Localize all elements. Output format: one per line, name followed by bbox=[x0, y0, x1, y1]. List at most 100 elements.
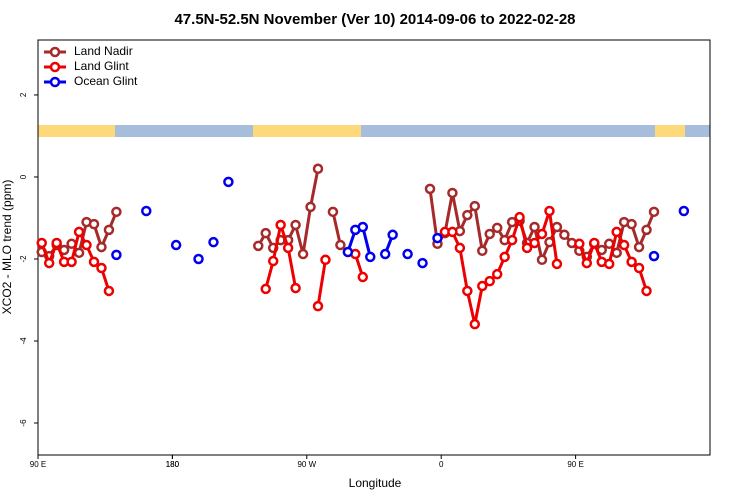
data-point bbox=[477, 245, 488, 257]
y-axis-label: XCO2 - MLO trend (ppm) bbox=[0, 180, 14, 315]
data-point bbox=[424, 183, 436, 195]
data-point bbox=[88, 256, 100, 268]
x-tick-label: 90 W bbox=[297, 460, 316, 469]
data-point bbox=[96, 241, 107, 253]
data-point bbox=[447, 226, 458, 238]
data-point bbox=[529, 221, 540, 233]
ocean-band bbox=[38, 125, 710, 137]
data-point bbox=[320, 254, 331, 266]
data-point bbox=[454, 242, 466, 254]
data-point bbox=[260, 283, 271, 295]
x-tick-label: 180 bbox=[166, 460, 180, 469]
data-point bbox=[648, 250, 660, 262]
data-point bbox=[365, 251, 376, 263]
data-point bbox=[312, 163, 324, 175]
y-tick-label: -4 bbox=[19, 337, 28, 345]
x-tick-label: 90 E bbox=[30, 460, 46, 469]
x-axis-label: Longitude bbox=[349, 476, 402, 490]
data-point bbox=[103, 285, 115, 297]
data-point bbox=[462, 285, 473, 297]
series bbox=[111, 176, 690, 269]
data-point bbox=[297, 248, 309, 260]
data-point bbox=[111, 249, 122, 261]
data-point bbox=[170, 239, 182, 251]
data-point bbox=[193, 253, 204, 265]
data-point bbox=[81, 239, 92, 251]
x-tick-label: 180 bbox=[166, 460, 180, 469]
data-point bbox=[521, 242, 533, 254]
data-point bbox=[641, 285, 652, 297]
data-point bbox=[574, 238, 585, 250]
data-point bbox=[589, 237, 600, 249]
data-point bbox=[260, 227, 271, 239]
data-point bbox=[267, 255, 279, 267]
data-point bbox=[357, 221, 369, 233]
data-point bbox=[626, 256, 637, 268]
data-point bbox=[312, 300, 324, 312]
data-point bbox=[66, 256, 77, 268]
data-point bbox=[491, 222, 503, 234]
data-point bbox=[491, 268, 503, 280]
chart-title: 47.5N-52.5N November (Ver 10) 2014-09-06… bbox=[174, 11, 575, 28]
land-band bbox=[655, 125, 685, 137]
data-point bbox=[275, 219, 286, 231]
y-tick-label: 2 bbox=[19, 92, 28, 97]
data-point bbox=[462, 209, 473, 221]
data-point bbox=[342, 246, 354, 258]
data-point bbox=[648, 206, 660, 218]
data-point bbox=[447, 187, 458, 199]
data-point bbox=[611, 226, 622, 238]
data-point bbox=[551, 258, 563, 270]
data-point bbox=[73, 247, 85, 259]
data-point bbox=[641, 224, 652, 236]
data-point bbox=[36, 237, 47, 249]
data-point bbox=[559, 229, 570, 241]
data-point bbox=[484, 275, 495, 287]
data-point bbox=[551, 221, 563, 233]
data-point bbox=[335, 239, 346, 251]
data-point bbox=[208, 236, 219, 248]
data-point bbox=[633, 241, 645, 253]
data-point bbox=[141, 205, 152, 217]
y-tick-label: -2 bbox=[19, 255, 28, 263]
data-point bbox=[678, 205, 690, 217]
data-point bbox=[402, 248, 413, 260]
data-point bbox=[290, 282, 301, 294]
legend-label: Ocean Glint bbox=[74, 74, 138, 88]
data-point bbox=[469, 200, 481, 212]
land-band bbox=[38, 125, 115, 137]
y-tick-label: -6 bbox=[19, 419, 28, 427]
x-tick-label: 0 bbox=[439, 460, 444, 469]
legend-label: Land Nadir bbox=[74, 44, 133, 58]
data-point bbox=[290, 219, 301, 231]
data-point bbox=[514, 211, 525, 223]
legend-label: Land Glint bbox=[74, 59, 129, 73]
data-point bbox=[626, 218, 637, 230]
data-point bbox=[43, 257, 55, 269]
data-point bbox=[603, 258, 615, 270]
data-point bbox=[469, 318, 481, 330]
data-point bbox=[282, 242, 294, 254]
legend-swatch-point bbox=[49, 76, 61, 88]
legend-swatch-point bbox=[49, 46, 61, 58]
data-point bbox=[544, 205, 555, 217]
data-point bbox=[357, 271, 369, 283]
data-point bbox=[484, 228, 495, 240]
data-point bbox=[327, 206, 339, 218]
plot-frame bbox=[37, 39, 711, 456]
land-ocean-strip bbox=[38, 125, 710, 137]
data-point bbox=[477, 280, 488, 292]
y-tick-label: 0 bbox=[19, 174, 28, 179]
series-line bbox=[41, 168, 656, 265]
data-point bbox=[88, 218, 100, 230]
data-point bbox=[529, 237, 540, 249]
data-point bbox=[111, 206, 122, 218]
data-point bbox=[618, 239, 630, 251]
data-point bbox=[387, 229, 398, 241]
series bbox=[36, 205, 652, 330]
data-point bbox=[253, 240, 264, 252]
data-point bbox=[73, 226, 85, 238]
data-point bbox=[51, 237, 62, 249]
